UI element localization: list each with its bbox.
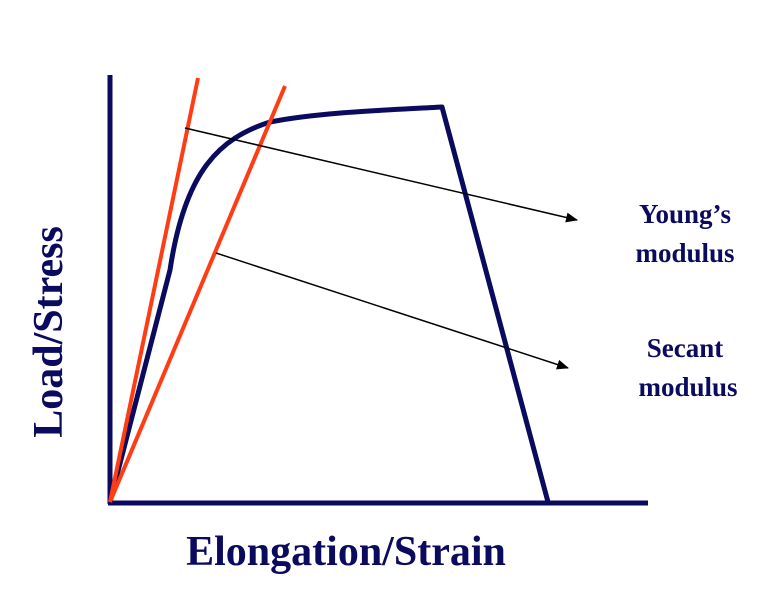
youngs-modulus-arrow	[184, 127, 578, 223]
secant-modulus-line	[108, 85, 287, 503]
youngs-modulus-label-line2: modulus	[635, 238, 734, 268]
y-axis-label: Load/Stress	[26, 226, 72, 438]
x-axis-label: Elongation/Strain	[186, 529, 506, 575]
secant-modulus-label-line1: Secant	[647, 333, 724, 363]
secant-modulus-arrow	[215, 252, 569, 370]
stress-strain-curve	[107, 104, 551, 503]
youngs-modulus-label-line1: Young’s	[639, 199, 731, 229]
youngs-modulus-line	[108, 77, 200, 503]
secant-modulus-label-line2: modulus	[638, 372, 737, 402]
